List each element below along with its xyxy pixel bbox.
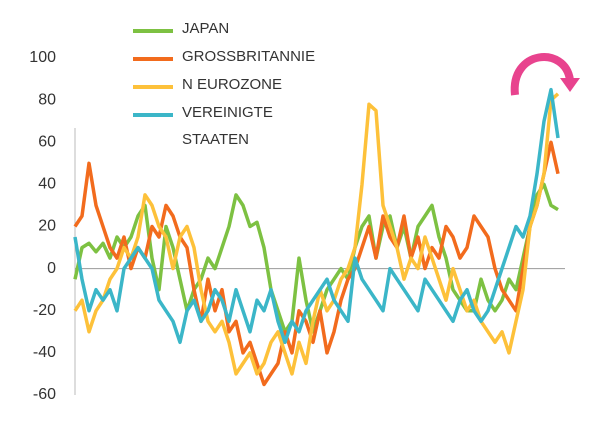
y-tick-label: 0 [47,260,56,277]
legend: JAPAN GROSSBRITANNIE N EUROZONE VEREINIGTE … [133,20,315,161]
y-tick-label: -60 [33,386,56,403]
legend-item: GROSSBRITANNIE [133,48,315,70]
legend-label: N EUROZONE [182,76,283,93]
y-tick-label: 100 [29,49,56,66]
legend-item: N EUROZONE [133,76,302,98]
legend-swatch [133,57,173,61]
series-line [73,140,560,387]
series-line [73,92,560,376]
y-tick-label: -20 [33,302,56,319]
arrow [510,53,574,96]
legend-swatch [133,85,173,89]
legend-label: JAPAN [182,20,230,37]
y-tick-label: 80 [38,91,56,108]
y-tick-label: 40 [38,176,56,193]
legend-item: JAPAN [133,20,302,42]
legend-label: GROSSBRITANNIE [182,48,316,65]
series-line [73,87,560,345]
legend-item: VEREINIGTE STAATEN [133,104,302,153]
legend-label: VEREINIGTE STAATEN [182,104,273,148]
arrow-head [560,78,580,92]
legend-swatch [133,29,173,33]
y-tick-label: 60 [38,133,56,150]
y-tick-label: 20 [38,218,56,235]
y-tick-label: -40 [33,344,56,361]
legend-swatch [133,113,173,117]
